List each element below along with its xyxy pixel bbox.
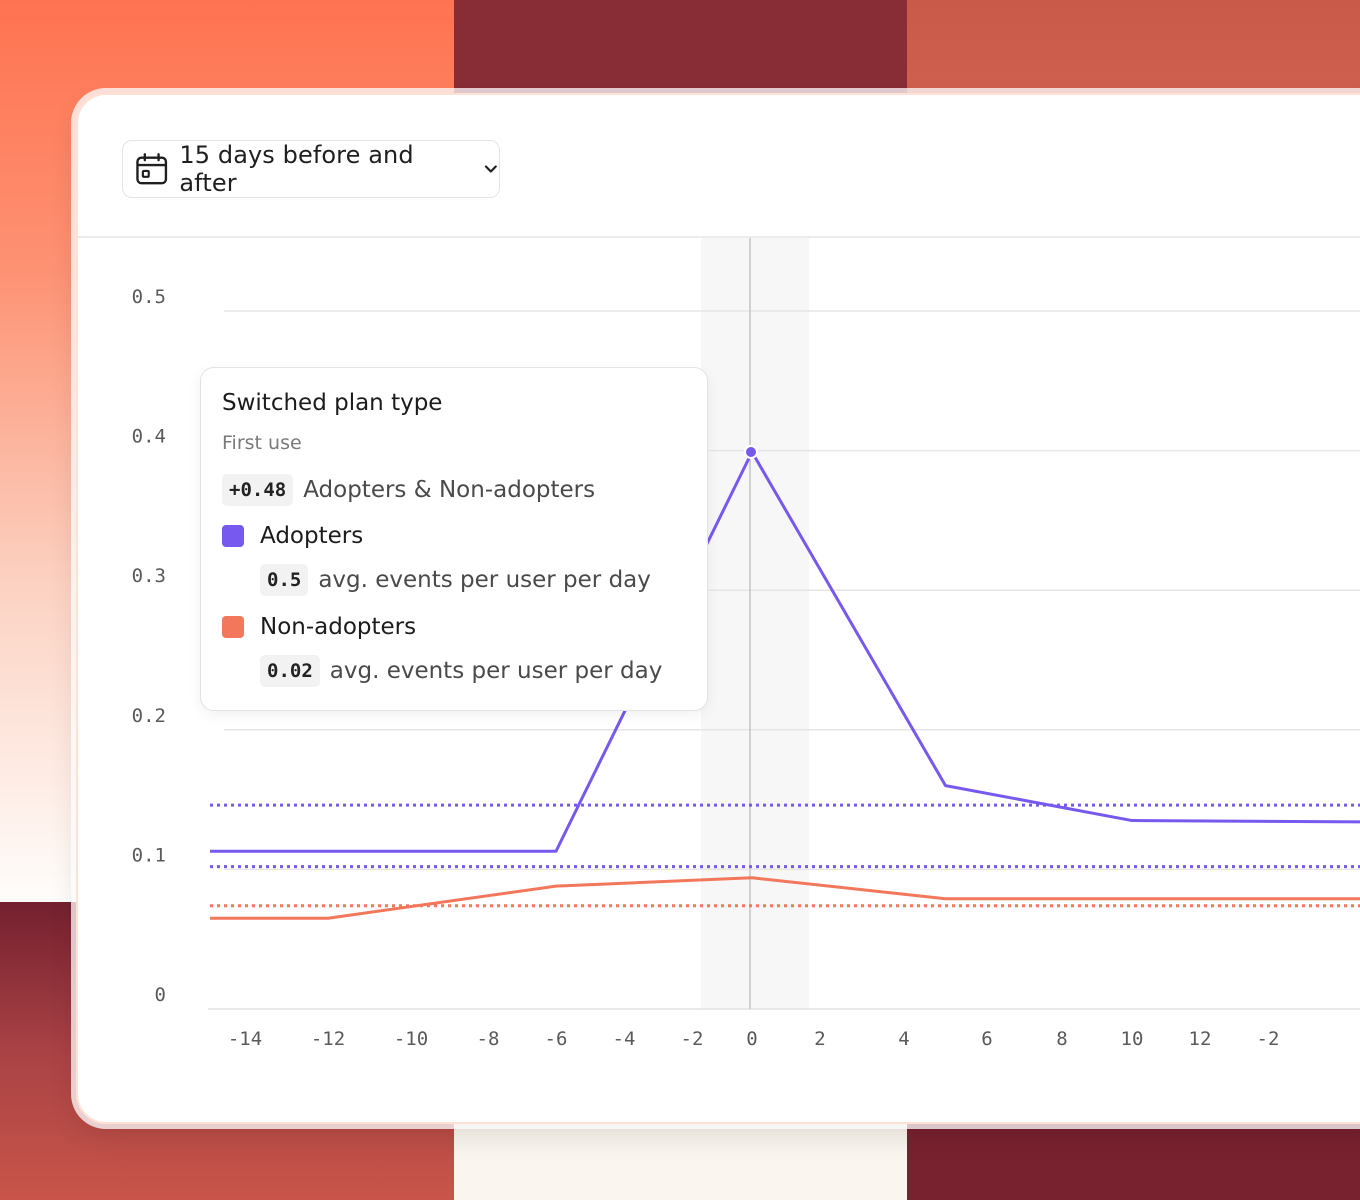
- y-tick-label: 0.3: [132, 565, 166, 587]
- non-adopters-swatch: [222, 616, 244, 638]
- legend-item-adopters: Adopters: [222, 523, 363, 549]
- delta-value: +0.48: [222, 474, 294, 506]
- non-adopters-value-row: 0.02 avg. events per user per day: [260, 655, 662, 687]
- highlight-band: [701, 238, 809, 1009]
- x-tick-label: 6: [981, 1028, 992, 1050]
- x-tick-label: 10: [1121, 1028, 1144, 1050]
- non-adopters-unit: avg. events per user per day: [329, 658, 663, 684]
- x-tick-label: -2: [681, 1028, 704, 1050]
- x-tick-label: 8: [1056, 1028, 1067, 1050]
- tooltip-delta-row: +0.48 Adopters & Non-adopters: [222, 474, 595, 506]
- header-divider: [78, 236, 1360, 238]
- x-tick-label: -2: [1257, 1028, 1280, 1050]
- non-adopters-value: 0.02: [260, 655, 320, 687]
- adopters-unit: avg. events per user per day: [318, 567, 651, 593]
- x-tick-label: 0: [746, 1028, 757, 1050]
- tooltip-title: Switched plan type: [222, 390, 443, 416]
- x-tick-label: -6: [545, 1028, 568, 1050]
- tooltip-subtitle: First use: [222, 432, 302, 454]
- adopters-value-row: 0.5 avg. events per user per day: [260, 564, 651, 596]
- y-tick-label: 0.2: [132, 705, 166, 727]
- x-tick-label: 4: [898, 1028, 909, 1050]
- y-tick-label: 0.1: [132, 844, 166, 866]
- adopters-swatch: [222, 525, 244, 547]
- non-adopters-series-line: [210, 876, 1360, 920]
- legend-item-non-adopters: Non-adopters: [222, 614, 416, 640]
- y-tick-label: 0: [155, 984, 166, 1006]
- line-chart: 0.5 0.4 0.3 0.2 0.1 0 -14 -12 -10 -8 -6 -4 -2 0 2 4 6 8 10…: [132, 238, 1360, 1050]
- y-tick-label: 0.4: [132, 426, 166, 448]
- delta-label: Adopters & Non-adopters: [303, 477, 596, 503]
- x-tick-label: -10: [394, 1028, 428, 1050]
- background-tile: [454, 0, 907, 100]
- chart-tooltip: Switched plan type First use +0.48 Adopt…: [200, 367, 708, 711]
- background-tile: [907, 1118, 1360, 1200]
- x-tick-label: 12: [1189, 1028, 1212, 1050]
- background-tile: [454, 1118, 907, 1200]
- series-name: Adopters: [260, 523, 364, 549]
- x-tick-label: -12: [311, 1028, 345, 1050]
- chevron-down-icon: [485, 165, 498, 173]
- highlighted-data-point: [744, 444, 758, 459]
- x-tick-label: -4: [613, 1028, 636, 1050]
- background-tile: [907, 0, 1360, 100]
- series-name: Non-adopters: [260, 614, 417, 640]
- x-tick-label: -8: [477, 1028, 500, 1050]
- adopters-value: 0.5: [260, 564, 309, 596]
- x-tick-label: -14: [228, 1028, 262, 1050]
- calendar-icon: [136, 153, 168, 185]
- x-tick-label: 2: [814, 1028, 825, 1050]
- y-tick-label: 0.5: [132, 286, 166, 308]
- date-range-dropdown[interactable]: 15 days before and after: [122, 140, 500, 198]
- date-range-label: 15 days before and after: [179, 141, 414, 197]
